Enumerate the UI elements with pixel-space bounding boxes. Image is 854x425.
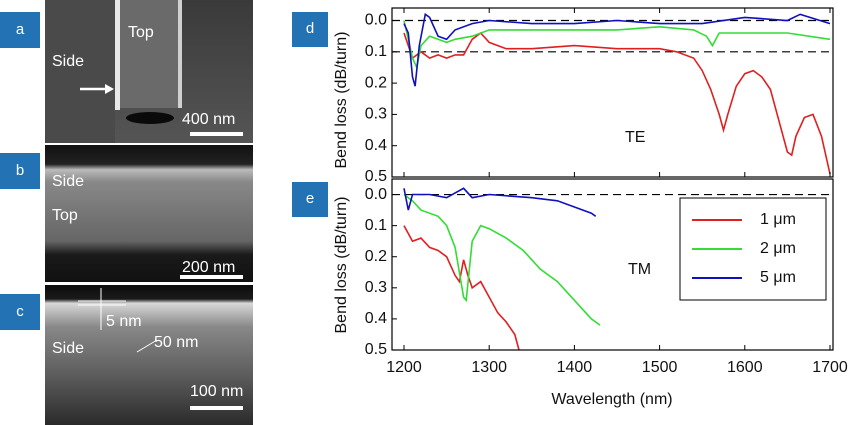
y-tick-label: 0.4 (365, 137, 387, 154)
x-tick-label: 1200 (386, 359, 422, 376)
panel-box (0, 153, 40, 189)
sem-c (45, 285, 253, 425)
sem-a-floor (45, 0, 115, 143)
pillar-shadow (126, 112, 174, 124)
panel-box (292, 182, 328, 217)
x-tick-label: 1500 (642, 359, 678, 376)
sem-label: Side (52, 173, 84, 190)
data-line (403, 31, 831, 175)
sem-label: 200 nm (182, 259, 235, 276)
sem-label: 5 nm (106, 313, 142, 330)
pillar (118, 0, 180, 108)
y-tick-label: 0.3 (365, 106, 387, 123)
sem-label: Top (128, 24, 154, 41)
panel-label: e (306, 190, 314, 207)
panel-label: b (16, 162, 24, 179)
legend-label: 5 μm (760, 269, 796, 286)
y-tick-label: 0.1 (365, 43, 387, 60)
sem-label: Top (52, 207, 78, 224)
plot-frame (391, 178, 834, 351)
plot-frame (391, 7, 834, 178)
sem-label: 50 nm (154, 334, 198, 351)
x-tick-label: 1300 (471, 359, 507, 376)
data-line (403, 187, 597, 217)
panel-box (0, 12, 40, 48)
y-axis-label: Bend loss (dB/turn) (333, 32, 350, 169)
data-line (403, 12, 831, 87)
y-tick-label: 0.2 (365, 248, 387, 265)
data-line (403, 20, 831, 71)
y-tick-label: 0.3 (365, 279, 387, 296)
sem-images: Top Side 400 nm Side Top 200 nm 5 nm Sid… (45, 0, 253, 425)
sem-label: Side (52, 340, 84, 357)
x-axis-label: Wavelength (nm) (551, 391, 672, 408)
x-tick-label: 1700 (812, 359, 848, 376)
sem-label: Side (52, 53, 84, 70)
marker (136, 339, 158, 353)
annotation: TM (628, 261, 651, 278)
panel-box (0, 294, 40, 330)
panel-label: a (16, 21, 25, 38)
y-tick-label: 0.1 (365, 217, 387, 234)
sem-label: 100 nm (190, 383, 243, 400)
panel-box (292, 12, 328, 47)
sem-b (45, 145, 253, 282)
y-tick-label: 0.4 (365, 310, 387, 327)
arrow-head (105, 84, 114, 94)
data-line (403, 225, 520, 351)
panel-labels: a b c (0, 12, 40, 330)
annotation: TE (625, 129, 645, 146)
y-tick-label: 0.5 (365, 168, 387, 185)
x-tick-label: 1400 (557, 359, 593, 376)
sem-label: 400 nm (182, 111, 235, 128)
x-tick-label: 1600 (727, 359, 763, 376)
y-axis-label: Bend loss (dB/turn) (333, 197, 350, 334)
pillar-edge (178, 0, 182, 108)
y-tick-label: 0.5 (365, 341, 387, 358)
pillar-edge (115, 0, 120, 110)
y-tick-label: 0.0 (365, 186, 387, 203)
panel-label: c (16, 303, 24, 320)
y-tick-label: 0.0 (365, 12, 387, 29)
data-line (403, 193, 601, 326)
legend-label: 1 μm (760, 211, 796, 228)
legend-label: 2 μm (760, 240, 796, 257)
panel-label: d (306, 20, 314, 37)
y-tick-label: 0.2 (365, 74, 387, 91)
